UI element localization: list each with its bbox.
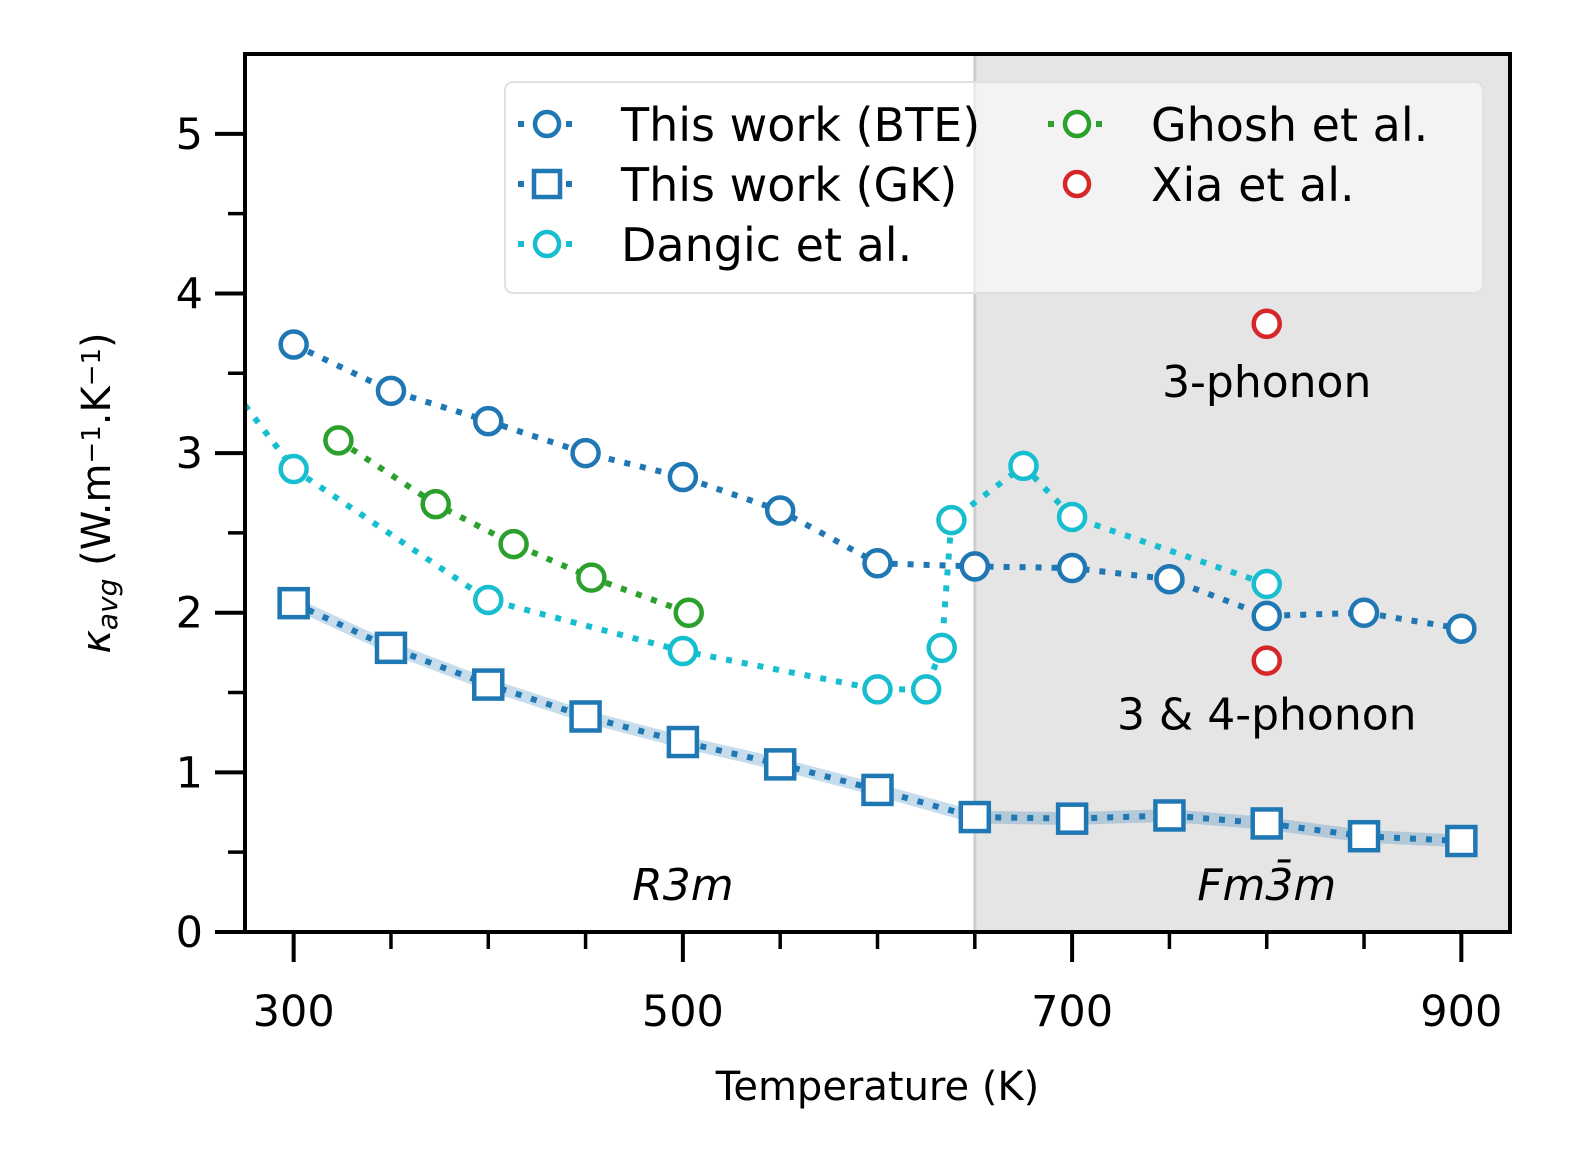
data-point-this-work-gk <box>763 748 797 781</box>
legend-entry: This work (BTE) <box>518 98 980 152</box>
phase-label: R3m <box>632 860 733 911</box>
legend-entry: Ghosh et al. <box>1048 98 1428 152</box>
y-axis-title-part: −1 <box>77 348 107 386</box>
legend-label: Dangic et al. <box>621 218 912 272</box>
legend-label: Ghosh et al. <box>1151 98 1428 152</box>
axes: 0 1 2 3 4 5 300 500 700 900 Temperature (K) κavg (W… <box>74 52 1512 1110</box>
data-point-ghosh-et-al <box>323 425 354 456</box>
data-point-this-work-bte <box>1154 563 1185 595</box>
data-point-dangic-et-al <box>936 504 967 536</box>
annotation-label: 3 & 4-phonon <box>1117 689 1417 740</box>
data-point-this-work-bte <box>1348 597 1380 628</box>
series-line-ghosh-et-al <box>336 437 690 616</box>
data-point-this-work-bte <box>1251 600 1282 632</box>
x-tick-label: 900 <box>1420 987 1502 1037</box>
y-tick-label: 5 <box>176 110 203 160</box>
data-point-this-work-gk <box>277 586 310 620</box>
data-point-this-work-bte <box>862 547 893 579</box>
legend-entry: Dangic et al. <box>518 218 912 272</box>
data-point-xia-et-al <box>1251 645 1282 676</box>
y-axis-title-part: .K <box>74 385 120 426</box>
legend-label: This work (GK) <box>620 158 957 212</box>
legend-marker <box>532 109 562 139</box>
data-point-dangic-et-al <box>910 674 942 705</box>
data-point-this-work-bte <box>570 437 601 469</box>
legend-marker <box>1062 109 1092 139</box>
data-point-this-work-bte <box>473 405 504 437</box>
x-tick-label: 500 <box>642 987 724 1037</box>
data-point-this-work-bte <box>667 461 699 493</box>
data-point-ghosh-et-al <box>576 562 607 593</box>
data-point-dangic-et-al <box>278 453 309 485</box>
y-axis-title-part: (W.m <box>74 464 120 579</box>
y-tick-label: 2 <box>176 589 203 639</box>
legend-marker <box>531 168 563 200</box>
data-point-this-work-gk <box>1347 819 1381 853</box>
data-point-ghosh-et-al <box>673 597 704 628</box>
x-axis-title: Temperature (K) <box>715 1064 1040 1110</box>
data-point-this-work-bte <box>1056 552 1088 584</box>
data-point-dangic-et-al <box>667 635 699 667</box>
data-point-dangic-et-al <box>862 674 893 705</box>
y-axis-title-part: avg <box>91 579 124 631</box>
data-point-this-work-gk <box>374 631 408 665</box>
y-tick-label: 0 <box>176 908 203 958</box>
y-tick-label: 4 <box>176 269 203 319</box>
data-point-dangic-et-al <box>473 584 504 616</box>
legend-entry: Xia et al. <box>1062 158 1355 212</box>
data-point-this-work-bte <box>764 495 796 526</box>
annotation-label: 3-phonon <box>1162 357 1371 408</box>
series-group <box>245 308 1478 858</box>
data-point-this-work-bte <box>1446 613 1477 644</box>
data-point-this-work-gk <box>1250 807 1283 840</box>
data-point-this-work-gk <box>666 725 700 759</box>
legend-marker <box>532 229 562 259</box>
data-point-xia-et-al <box>1251 308 1282 340</box>
data-point-dangic-et-al <box>1251 568 1282 600</box>
legend-label: Xia et al. <box>1151 158 1355 212</box>
legend-marker <box>1062 169 1092 199</box>
y-axis-title-part: κ <box>74 630 120 654</box>
data-point-this-work-gk <box>1055 802 1089 835</box>
y-tick-label: 3 <box>176 429 203 479</box>
data-point-this-work-gk <box>958 800 992 834</box>
y-tick-label: 1 <box>176 748 203 798</box>
phase-label: Fm3̄m <box>1197 858 1336 911</box>
data-point-this-work-gk <box>861 773 894 807</box>
legend-box <box>504 81 1484 294</box>
data-point-this-work-gk <box>569 700 602 733</box>
data-point-ghosh-et-al <box>420 488 451 520</box>
data-point-this-work-gk <box>1153 799 1186 832</box>
data-point-dangic-et-al <box>1056 501 1088 533</box>
legend-label: This work (BTE) <box>620 98 980 152</box>
legend: This work (BTE) This work (GK) Dangic et a… <box>504 81 1484 294</box>
data-point-this-work-bte <box>278 329 309 360</box>
data-point-dangic-et-al <box>926 632 957 664</box>
data-point-this-work-gk <box>472 668 505 701</box>
y-axis-title-part: ) <box>74 332 120 348</box>
x-tick-label: 700 <box>1031 987 1113 1037</box>
data-point-this-work-bte <box>959 551 991 582</box>
data-point-this-work-gk <box>1445 824 1478 858</box>
x-tick-label: 300 <box>253 987 335 1037</box>
data-point-this-work-bte <box>375 375 407 407</box>
y-axis-title-part: −1 <box>77 425 107 463</box>
y-axis-title: κavg (W.m−1.K−1) <box>74 332 124 653</box>
data-point-dangic-et-al <box>1008 450 1039 482</box>
legend-entry: This work (GK) <box>518 158 957 212</box>
data-point-ghosh-et-al <box>498 528 529 560</box>
